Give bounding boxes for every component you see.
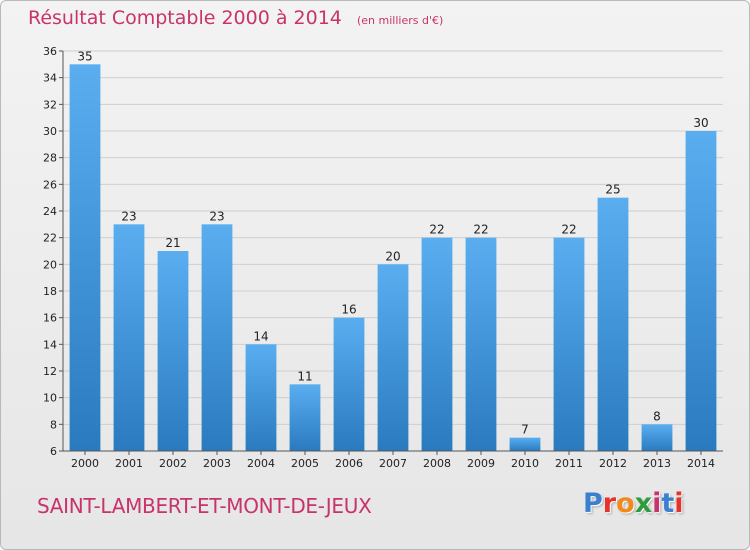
- bar-2008: [421, 237, 453, 451]
- y-tick-label: 8: [50, 418, 57, 431]
- bar-2009: [465, 237, 497, 451]
- x-tick-label-2013: 2013: [643, 457, 671, 470]
- bar-2002: [157, 251, 189, 451]
- y-tick-label: 12: [43, 365, 57, 378]
- logo-letter: P: [583, 488, 603, 519]
- value-label-2010: 7: [521, 423, 529, 437]
- value-label-2001: 23: [121, 209, 136, 223]
- value-label-2006: 16: [341, 303, 356, 317]
- value-label-2013: 8: [653, 409, 661, 423]
- value-label-2011: 22: [561, 223, 576, 237]
- y-tick-label: 26: [43, 178, 57, 191]
- value-labels: 35 23 21 23 14 11 16 20 22 22 7 22 25 8 30: [77, 49, 708, 436]
- logo-letter: r: [602, 488, 617, 519]
- y-tick-label: 14: [43, 338, 57, 351]
- value-label-2004: 14: [253, 329, 268, 343]
- value-label-2000: 35: [77, 49, 92, 63]
- bar-2004: [245, 344, 277, 451]
- proxiti-logo: Proxiti: [583, 488, 684, 519]
- bar-2003: [201, 224, 233, 451]
- bar-2012: [597, 197, 629, 451]
- value-label-2003: 23: [209, 209, 224, 223]
- title-row: Résultat Comptable 2000 à 2014 (en milli…: [28, 7, 443, 29]
- bar-2000: [69, 64, 101, 452]
- bar-2007: [377, 264, 409, 451]
- bar-2005: [289, 384, 321, 451]
- logo-letter: o: [616, 488, 635, 519]
- logo-letter: i: [674, 488, 684, 519]
- x-tick-label-2008: 2008: [423, 457, 451, 470]
- bar-2010: [509, 437, 541, 451]
- y-tick-label: 16: [43, 312, 57, 325]
- x-tick-label-2003: 2003: [203, 457, 231, 470]
- bar-2006: [333, 317, 365, 451]
- y-tick-label: 22: [43, 232, 57, 245]
- x-tick-label-2009: 2009: [467, 457, 495, 470]
- bars: [69, 64, 717, 452]
- bar-2013: [641, 424, 673, 451]
- bar-2001: [113, 224, 145, 451]
- logo-letter: x: [634, 488, 653, 519]
- x-tick-label-2010: 2010: [511, 457, 539, 470]
- x-tick-label-2002: 2002: [159, 457, 187, 470]
- y-axis: 6 8 10 12 14 16 18 20 22 24 26 28 30 32 34 36: [43, 45, 64, 458]
- x-tick-label-2014: 2014: [687, 457, 715, 470]
- x-tick-label-2012: 2012: [599, 457, 627, 470]
- x-tick-label-2001: 2001: [115, 457, 143, 470]
- chart-subtitle: (en milliers d'€): [356, 14, 444, 27]
- place-name: SAINT-LAMBERT-ET-MONT-DE-JEUX: [37, 494, 372, 518]
- x-tick-label-2004: 2004: [247, 457, 275, 470]
- value-label-2005: 11: [297, 369, 312, 383]
- y-tick-label: 30: [43, 125, 57, 138]
- y-tick-label: 6: [50, 445, 57, 458]
- chart-title: Résultat Comptable 2000 à 2014: [28, 7, 342, 29]
- y-tick-label: 34: [43, 72, 57, 85]
- y-tick-label: 10: [43, 392, 57, 405]
- bar-2014: [685, 131, 717, 451]
- x-tick-label-2007: 2007: [379, 457, 407, 470]
- x-tick-label-2006: 2006: [335, 457, 363, 470]
- x-tick-label-2005: 2005: [291, 457, 319, 470]
- y-tick-label: 36: [43, 45, 57, 58]
- y-tick-label: 18: [43, 285, 57, 298]
- y-tick-label: 24: [43, 205, 57, 218]
- value-label-2009: 22: [473, 223, 488, 237]
- value-label-2007: 20: [385, 249, 400, 263]
- value-label-2008: 22: [429, 223, 444, 237]
- value-label-2014: 30: [693, 116, 708, 130]
- bar-2011: [553, 237, 585, 451]
- x-tick-label-2000: 2000: [71, 457, 99, 470]
- x-axis: 2000 2001 2002 2003 2004 2005 2006 2007 2008 2009…: [63, 450, 723, 470]
- x-tick-label-2011: 2011: [555, 457, 583, 470]
- y-tick-label: 28: [43, 152, 57, 165]
- value-label-2002: 21: [165, 236, 180, 250]
- value-label-2012: 25: [605, 183, 620, 197]
- y-tick-label: 20: [43, 258, 57, 271]
- y-tick-label: 32: [43, 98, 57, 111]
- logo-letter: t: [661, 488, 675, 519]
- logo-letter: i: [652, 488, 662, 519]
